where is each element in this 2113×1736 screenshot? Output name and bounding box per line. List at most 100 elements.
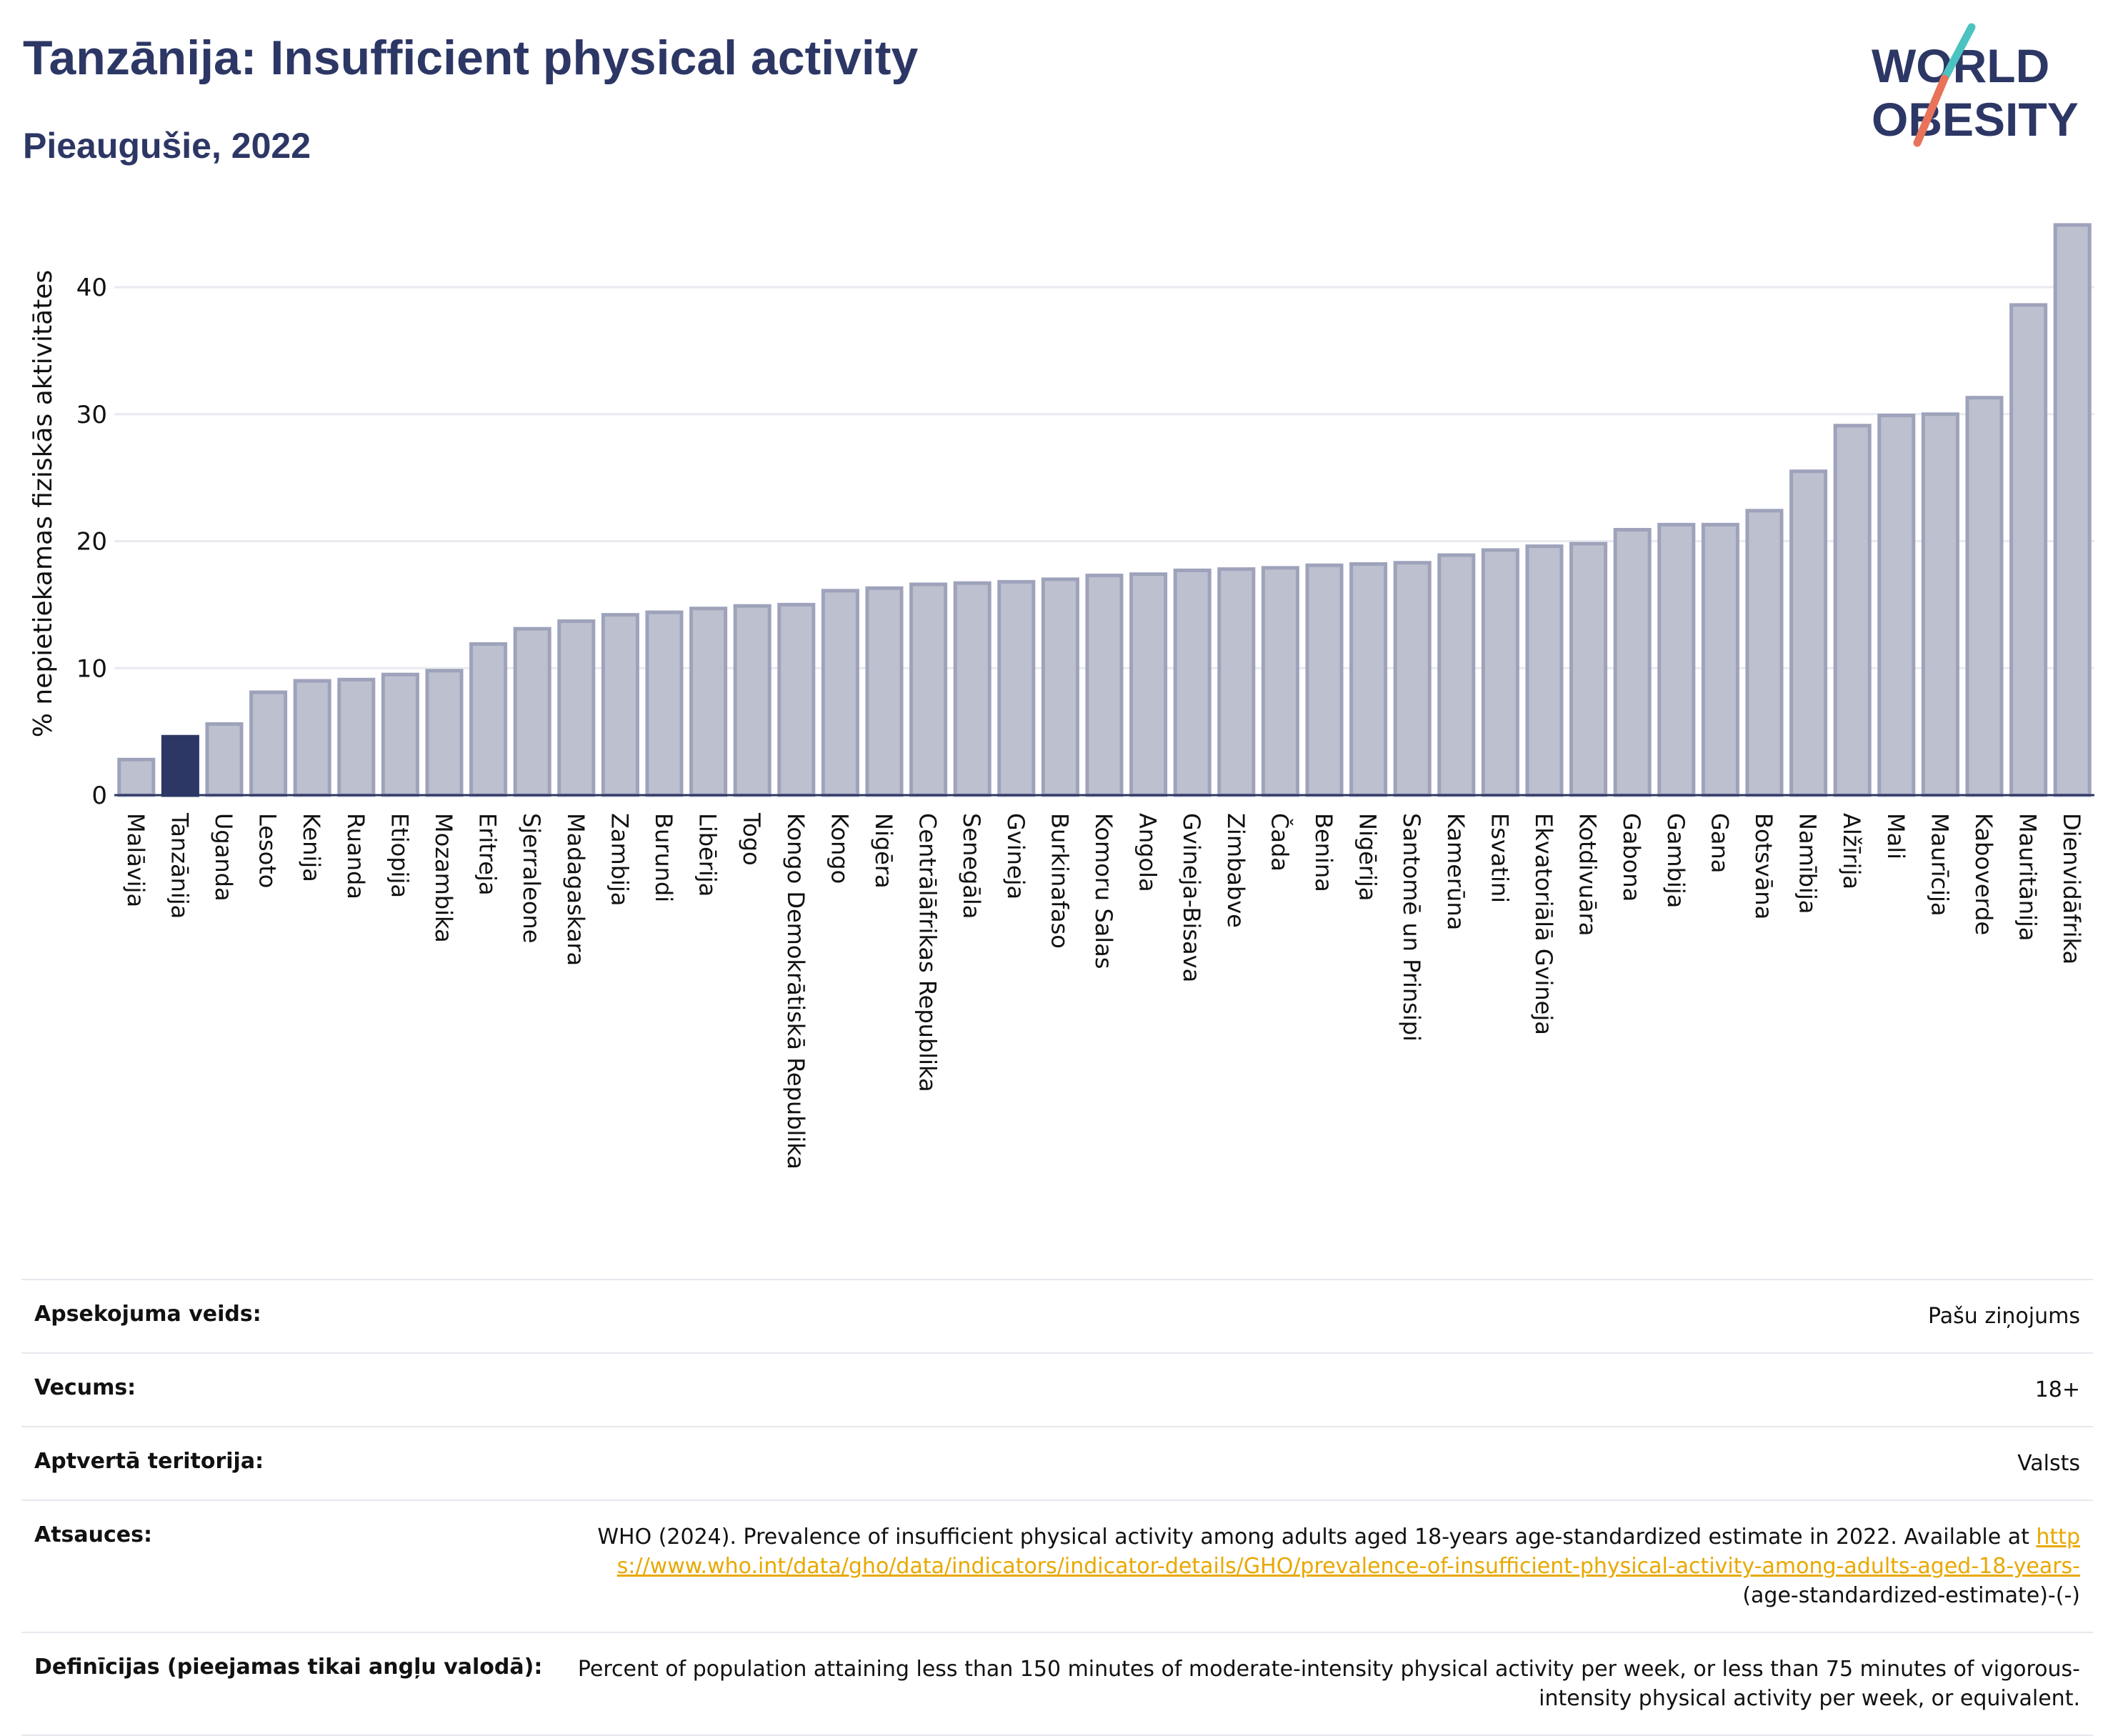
bar-highlight — [161, 734, 199, 797]
bar — [1965, 396, 2004, 797]
bar — [777, 602, 816, 797]
coverage-label: Aptvertā teritorija: — [34, 1449, 264, 1474]
bar — [1349, 562, 1388, 797]
x-tick-label: Nigērija — [1354, 813, 1382, 901]
world-obesity-logo: WORLD OBESITY — [1872, 23, 2079, 147]
bar — [2009, 303, 2048, 797]
x-tick-label: Mozambika — [430, 813, 457, 943]
bar — [1701, 522, 1739, 797]
bar — [1173, 568, 1212, 797]
x-tick-label: Kenija — [298, 813, 325, 882]
info-table: Apsekojuma veids: Pašu ziņojums Vecums: … — [21, 1279, 2093, 1736]
definitions-value: Percent of population attaining less tha… — [577, 1657, 2080, 1711]
x-tick-label: Botsvāna — [1750, 813, 1777, 919]
info-row-age: Vecums: 18+ — [21, 1353, 2093, 1427]
bar — [645, 610, 684, 797]
age-label: Vecums: — [34, 1375, 136, 1400]
bar — [953, 581, 991, 797]
y-axis-label: % nepietiekamas fiziskās aktivitātes — [29, 270, 58, 737]
x-tick-label: Komoru Salas — [1090, 813, 1117, 969]
x-tick-label: Gambija — [1662, 813, 1689, 908]
x-tick-label: Sjerraleone — [518, 813, 545, 943]
bar — [1393, 561, 1432, 797]
bar — [1041, 577, 1079, 797]
info-row-coverage: Aptvertā teritorija: Valsts — [21, 1427, 2093, 1500]
bar — [1129, 572, 1168, 797]
references-value: WHO (2024). Prevalence of insufficient p… — [555, 1500, 2093, 1632]
x-tick-label: Gvineja-Bisava — [1178, 813, 1205, 982]
bar — [205, 722, 244, 797]
x-tick-label: Santomē un Prinsipi — [1398, 813, 1425, 1042]
x-tick-label: Kongo — [826, 813, 853, 884]
x-tick-label: Senegāla — [958, 813, 985, 919]
bar — [821, 589, 859, 797]
bar — [337, 677, 376, 797]
bar — [1569, 542, 1608, 797]
y-tick-label: 0 — [91, 782, 107, 810]
logo-line2: OBESITY — [1872, 93, 2079, 146]
x-tick-label: Gabona — [1618, 813, 1645, 902]
x-tick-label: Madagaskara — [562, 813, 589, 966]
bar — [1525, 544, 1564, 797]
x-tick-label: Burundi — [650, 813, 677, 902]
x-tick-label: Nigēra — [870, 813, 897, 889]
y-tick-label: 40 — [76, 274, 107, 302]
bar — [601, 613, 639, 797]
x-tick-label: Esvatini — [1486, 813, 1513, 903]
bar — [117, 757, 156, 797]
x-tick-label: Libērija — [694, 813, 721, 897]
info-row-references: Atsauces: WHO (2024). Prevalence of insu… — [21, 1500, 2093, 1632]
survey-type-label: Apsekojuma veids: — [34, 1302, 261, 1327]
x-axis-labels: Malāvija Tanzānija Uganda Lesoto Kenija Ruand… — [122, 812, 2085, 1169]
x-tick-label: Centrālāfrikas Republika — [914, 813, 941, 1092]
bar-chart: 0 10 20 30 40 Malāvija Tanzānija Uganda Lesoto K… — [29, 223, 2094, 1169]
bar — [1877, 414, 1916, 797]
bar — [909, 582, 948, 797]
x-tick-label: Dienvidāfrika — [2058, 813, 2085, 964]
bar — [1745, 509, 1784, 797]
x-tick-label: Mali — [1882, 813, 1909, 859]
references-text: WHO (2024). Prevalence of insufficient p… — [597, 1525, 2037, 1550]
definitions-label: Definīcijas (pieejamas tikai angļu valod… — [34, 1655, 543, 1680]
bar — [1437, 553, 1476, 797]
bar — [293, 679, 331, 797]
logo-slash-coral — [1913, 74, 1949, 147]
references-suffix: (age-standardized-estimate)-(-) — [1742, 1583, 2080, 1608]
bar — [513, 627, 551, 797]
y-tick-label: 20 — [76, 528, 107, 557]
x-tick-label: Ekvatoriālā Gvineja — [1530, 813, 1557, 1035]
x-tick-label: Maurīcija — [1926, 813, 1953, 917]
bar — [469, 642, 508, 797]
bar — [557, 619, 596, 797]
x-tick-label: Angola — [1134, 813, 1162, 892]
bar — [1261, 566, 1299, 797]
bar — [1613, 528, 1652, 797]
y-tick-label: 10 — [76, 654, 107, 683]
x-tick-label: Zambija — [606, 813, 633, 906]
page-title: Tanzānija: Insufficient physical activit… — [23, 31, 919, 85]
x-tick-label: Kamerūna — [1442, 813, 1469, 930]
bars — [114, 223, 2094, 797]
x-tick-label: Togo — [738, 812, 765, 866]
x-tick-label: Burkinafaso — [1046, 813, 1073, 949]
references-link[interactable]: https://www.who.int/data/gho/data/indica… — [616, 1525, 2080, 1579]
y-axis-ticks: 0 10 20 30 40 — [76, 274, 107, 810]
bar — [1305, 563, 1344, 797]
x-tick-label: Eritreja — [474, 813, 501, 895]
x-tick-label: Lesoto — [254, 813, 281, 888]
x-tick-label: Ruanda — [342, 813, 369, 899]
x-tick-label: Gana — [1706, 813, 1733, 873]
bar — [381, 672, 419, 797]
y-tick-label: 30 — [76, 401, 107, 429]
coverage-value: Valsts — [2017, 1451, 2080, 1476]
x-tick-label: Mauritānija — [2014, 813, 2042, 941]
x-tick-label: Etiopija — [386, 813, 413, 898]
bar — [1481, 548, 1519, 797]
references-label: Atsauces: — [34, 1522, 152, 1547]
bar — [249, 690, 288, 797]
bar — [2053, 223, 2092, 797]
x-tick-label: Kaboverde — [1970, 813, 1997, 935]
info-row-survey-type: Apsekojuma veids: Pašu ziņojums — [21, 1279, 2093, 1353]
logo-slash-teal — [1940, 23, 1976, 83]
bar — [1217, 567, 1256, 797]
